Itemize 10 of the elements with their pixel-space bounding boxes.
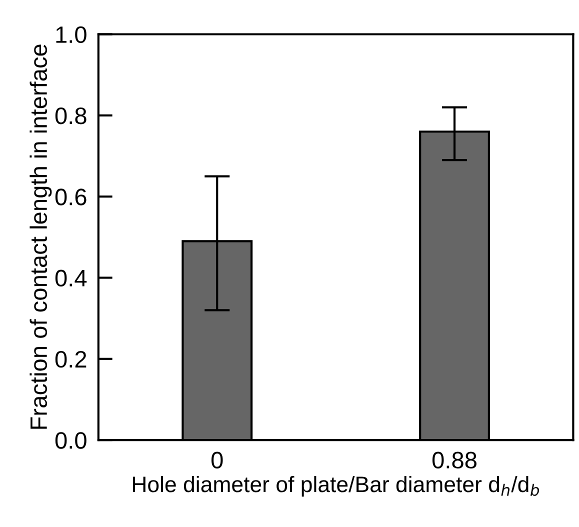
y-tick-label: 0.2 [55,350,86,368]
y-tick-label: 0.4 [55,270,87,287]
x-tick-label: 0 [211,452,223,468]
y-tick-label: 0.0 [55,432,86,449]
y-tick-label: 1.0 [56,26,86,44]
x-tick-label: 0.88 [432,452,476,468]
y-tick-label: 0.6 [55,188,86,206]
y-tick-label: 0.8 [55,107,86,124]
y-axis-title: Fraction of contact length in interface [30,44,52,429]
x-axis-title: Hole diameter of plate/Bar diameter d$_{h}$/d$_{b}$ [132,476,540,497]
